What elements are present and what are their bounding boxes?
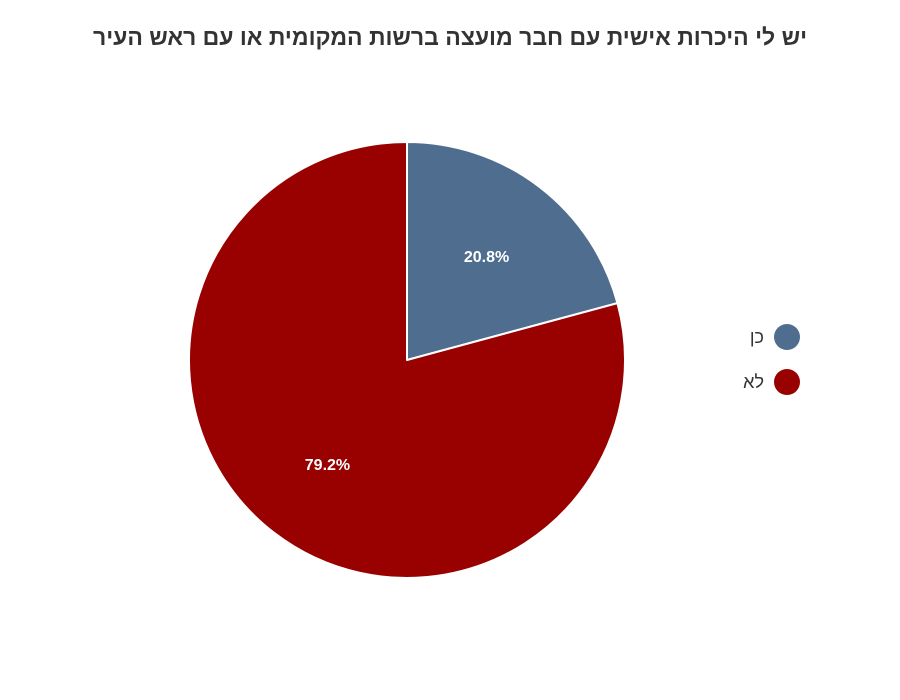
chart-legend: כן לא — [743, 322, 800, 412]
legend-swatch-no — [774, 369, 800, 395]
pie-slice-no[interactable] — [188, 141, 626, 579]
chart-title: יש לי היכרות אישית עם חבר מועצה ברשות המ… — [92, 24, 808, 50]
pie-slice-yes[interactable] — [406, 141, 619, 361]
data-label-no: 79.2% — [305, 457, 350, 474]
legend-label-yes: כן — [749, 326, 764, 347]
legend-item-yes[interactable]: כן — [743, 322, 800, 352]
legend-label-no: לא — [743, 371, 764, 392]
legend-swatch-yes — [774, 324, 800, 350]
legend-item-no[interactable]: לא — [743, 367, 800, 397]
data-label-yes: 20.8% — [464, 249, 509, 266]
